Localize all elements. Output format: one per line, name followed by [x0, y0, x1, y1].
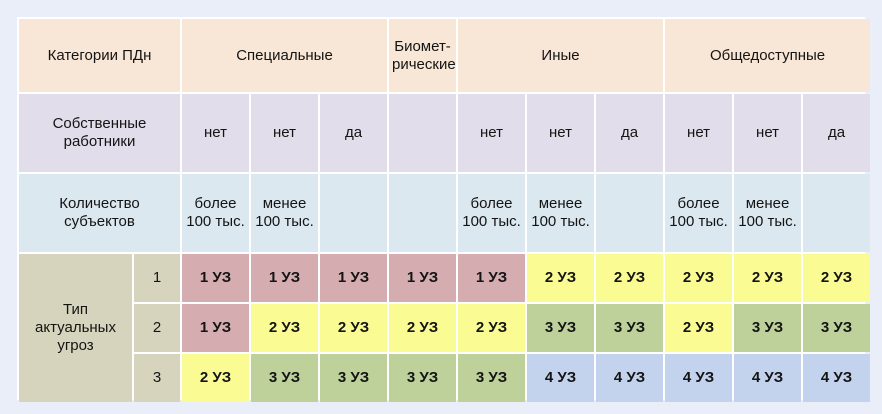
cell-threat2-1: 2 УЗ: [251, 304, 318, 352]
row-label-subject-count: Количество субъектов: [19, 174, 180, 252]
cell-subject-count-0: более 100 тыс.: [182, 174, 249, 252]
cell-subject-count-6: [596, 174, 664, 252]
cell-subject-count-3: [389, 174, 457, 252]
cell-own-employees-2: да: [320, 94, 388, 172]
cell-threat2-3: 2 УЗ: [389, 304, 457, 352]
header-group-public: Общедоступные: [665, 19, 871, 92]
cell-threat3-3: 3 УЗ: [389, 354, 457, 402]
cell-threat1-1: 1 УЗ: [251, 254, 318, 302]
table-row-threat-3: 3 2 УЗ 3 УЗ 3 УЗ 3 УЗ 3 УЗ 4 УЗ 4 УЗ 4 У…: [19, 354, 871, 402]
cell-threat3-4: 3 УЗ: [458, 354, 526, 402]
cell-threat2-0: 1 УЗ: [182, 304, 249, 352]
row-label-own-employees-line2: работники: [63, 133, 136, 150]
cell-own-employees-5: нет: [527, 94, 595, 172]
cell-subject-count-1: менее 100 тыс.: [251, 174, 318, 252]
table-header-row: Категории ПДн Специальные Биомет- рическ…: [19, 19, 871, 92]
cell-own-employees-7: нет: [665, 94, 733, 172]
cell-subject-count-7: более 100 тыс.: [665, 174, 733, 252]
cell-threat2-4: 2 УЗ: [458, 304, 526, 352]
cell-threat1-0: 1 УЗ: [182, 254, 249, 302]
cell-threat1-5: 2 УЗ: [527, 254, 595, 302]
cell-subject-count-2: [320, 174, 388, 252]
cell-own-employees-3: [389, 94, 457, 172]
row-label-own-employees-line1: Собственные: [52, 115, 147, 133]
cell-subject-count-9: [803, 174, 871, 252]
cell-own-employees-4: нет: [458, 94, 526, 172]
table-row-own-employees: Собственные работники нет нет да нет нет…: [19, 94, 871, 172]
cell-threat2-9: 3 УЗ: [803, 304, 871, 352]
cell-threat1-3: 1 УЗ: [389, 254, 457, 302]
cell-threat3-7: 4 УЗ: [665, 354, 733, 402]
table-row-subject-count: Количество субъектов более 100 тыс. мене…: [19, 174, 871, 252]
cell-threat3-8: 4 УЗ: [734, 354, 802, 402]
cell-threat1-6: 2 УЗ: [596, 254, 664, 302]
header-group-biometric: Биомет- рические: [389, 19, 457, 92]
cell-threat1-9: 2 УЗ: [803, 254, 871, 302]
row-label-threat-type-line2: актуальных: [35, 319, 116, 337]
cell-own-employees-0: нет: [182, 94, 249, 172]
table-row-threat-2: 2 1 УЗ 2 УЗ 2 УЗ 2 УЗ 2 УЗ 3 УЗ 3 УЗ 2 У…: [19, 304, 871, 352]
cell-threat3-5: 4 УЗ: [527, 354, 595, 402]
cell-threat2-6: 3 УЗ: [596, 304, 664, 352]
cell-threat2-5: 3 УЗ: [527, 304, 595, 352]
threat-number-2: 2: [134, 304, 180, 352]
cell-threat1-2: 1 УЗ: [320, 254, 388, 302]
row-label-threat-type-line1: Тип: [62, 301, 88, 319]
cell-own-employees-9: да: [803, 94, 871, 172]
table-sheet: Категории ПДн Специальные Биомет- рическ…: [17, 17, 871, 402]
row-label-own-employees: Собственные работники: [19, 94, 180, 172]
cell-threat1-4: 1 УЗ: [458, 254, 526, 302]
cell-threat3-1: 3 УЗ: [251, 354, 318, 402]
header-group-biometric-line2: рические: [392, 55, 456, 73]
cell-threat1-7: 2 УЗ: [665, 254, 733, 302]
header-group-biometric-line1: Биомет-: [394, 37, 451, 55]
header-group-other: Иные: [458, 19, 664, 92]
security-level-table: Категории ПДн Специальные Биомет- рическ…: [17, 17, 872, 404]
cell-threat3-9: 4 УЗ: [803, 354, 871, 402]
cell-threat3-0: 2 УЗ: [182, 354, 249, 402]
cell-own-employees-1: нет: [251, 94, 318, 172]
threat-number-3: 3: [134, 354, 180, 402]
cell-threat3-6: 4 УЗ: [596, 354, 664, 402]
cell-subject-count-8: менее 100 тыс.: [734, 174, 802, 252]
cell-own-employees-8: нет: [734, 94, 802, 172]
header-group-special: Специальные: [182, 19, 388, 92]
row-label-threat-type-line3: угроз: [57, 336, 94, 354]
header-categories-label: Категории ПДн: [19, 19, 180, 92]
row-label-subject-count-line1: Количество: [59, 195, 140, 213]
cell-threat2-2: 2 УЗ: [320, 304, 388, 352]
row-label-threat-type: Тип актуальных угроз: [19, 254, 132, 402]
cell-threat3-2: 3 УЗ: [320, 354, 388, 402]
table-row-threat-1: Тип актуальных угроз 1 1 УЗ 1 УЗ 1 УЗ 1 …: [19, 254, 871, 402]
cell-subject-count-4: более 100 тыс.: [458, 174, 526, 252]
cell-subject-count-5: менее 100 тыс.: [527, 174, 595, 252]
threat-number-1: 1: [134, 254, 180, 302]
cell-own-employees-6: да: [596, 94, 664, 172]
cell-threat1-8: 2 УЗ: [734, 254, 802, 302]
cell-threat2-8: 3 УЗ: [734, 304, 802, 352]
cell-threat2-7: 2 УЗ: [665, 304, 733, 352]
row-label-subject-count-line2: субъектов: [64, 213, 135, 230]
